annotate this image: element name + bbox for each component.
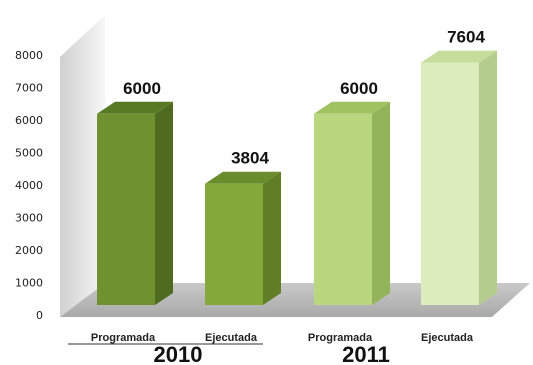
group-label: 2010	[154, 342, 203, 365]
group-labels: 2010 2011	[154, 342, 390, 365]
y-tick-label: 8000	[15, 49, 43, 62]
group-label: 2011	[342, 342, 390, 365]
x-tick-label: Programada	[308, 332, 373, 344]
y-tick-label: 5000	[15, 147, 43, 160]
bar-side	[479, 50, 497, 306]
bar-front	[421, 62, 479, 306]
bar: 6000	[97, 79, 173, 305]
bar-top	[314, 101, 390, 114]
x-axis-ticks: Programada Ejecutada Programada Ejecutada	[68, 332, 474, 345]
chart-left-wall	[60, 15, 105, 317]
bar-side	[263, 171, 281, 305]
bar: 6000	[314, 79, 390, 305]
bar-side	[372, 101, 390, 305]
bar-front	[205, 183, 263, 305]
bar-value-label: 7604	[447, 28, 485, 47]
bar-value-label: 6000	[123, 79, 161, 98]
y-tick-label: 6000	[15, 114, 43, 127]
bar-top	[205, 171, 281, 184]
x-tick-label: Ejecutada	[421, 332, 474, 344]
bar: 7604	[421, 28, 497, 306]
bar: 3804	[205, 149, 281, 305]
chart-floor	[60, 283, 530, 317]
y-axis-ticks: 0 1000 2000 3000 4000 5000 6000 7000 8000	[15, 49, 43, 322]
bar-side	[155, 101, 173, 305]
x-tick-label: Programada	[91, 332, 156, 344]
bar-value-label: 6000	[340, 79, 378, 98]
bar-top	[97, 101, 173, 114]
x-tick-label: Ejecutada	[205, 332, 258, 344]
bar-top	[421, 50, 497, 63]
y-tick-label: 7000	[15, 82, 43, 95]
y-tick-label: 3000	[15, 212, 43, 225]
bar-front	[314, 113, 372, 305]
bars: 6000 3804 6000 7604	[97, 28, 497, 306]
bar-value-label: 3804	[231, 149, 269, 168]
bar-front	[97, 113, 155, 305]
y-tick-label: 1000	[15, 277, 43, 290]
y-tick-label: 2000	[15, 244, 43, 257]
y-tick-label: 4000	[15, 179, 43, 192]
y-tick-label: 0	[36, 309, 43, 322]
